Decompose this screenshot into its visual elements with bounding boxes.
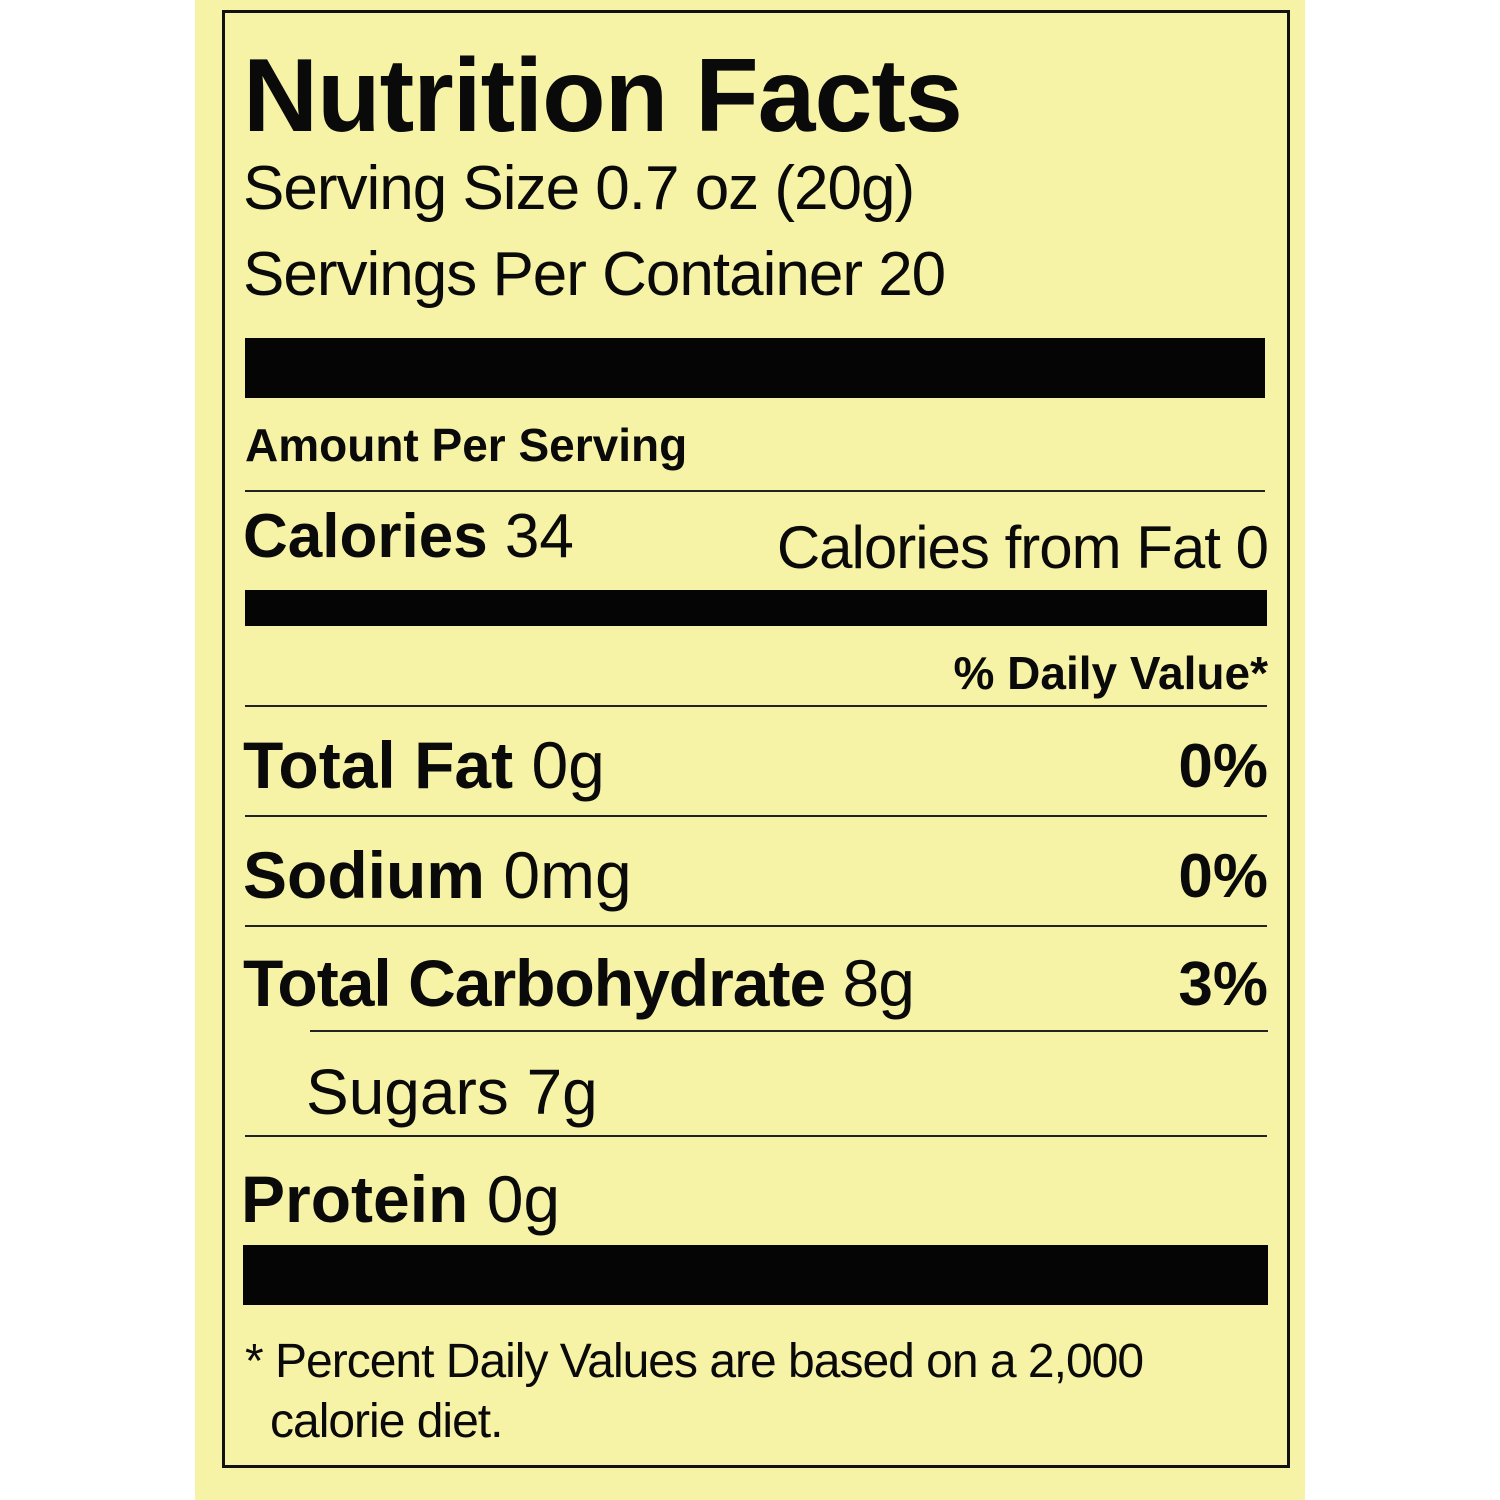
footnote-line-1: * Percent Daily Values are based on a 2,…	[245, 1335, 1144, 1388]
calories-label: Calories	[243, 502, 488, 571]
nutrient-amount: 0g	[486, 1162, 561, 1236]
nutrient-name: Total Carbohydrate	[243, 946, 826, 1020]
divider	[245, 1135, 1267, 1137]
divider	[310, 1030, 1268, 1032]
nutrient-row-sugars: Sugars 7g	[306, 1060, 598, 1124]
divider	[245, 705, 1267, 707]
thick-divider	[243, 1245, 1268, 1305]
nutrient-amount: 8g	[842, 946, 915, 1020]
calories-from-fat: Calories from Fat 0	[776, 514, 1269, 581]
serving-size: Serving Size 0.7 oz (20g)	[243, 154, 915, 223]
nutrient-row-total-fat: Total Fat 0g	[243, 732, 605, 798]
title: Nutrition Facts	[243, 38, 963, 154]
nutrient-amount: 0g	[531, 728, 605, 802]
daily-value-header: % Daily Value*	[953, 647, 1269, 699]
footnote-line-2: calorie diet.	[270, 1395, 503, 1448]
nutrient-name: Sodium	[243, 838, 485, 912]
nutrient-dv: 0%	[1178, 842, 1268, 911]
nutrient-name: Total Fat	[243, 728, 514, 802]
nutrient-dv: 3%	[1178, 950, 1268, 1019]
nutrient-amount: 7g	[526, 1056, 598, 1128]
divider	[245, 815, 1267, 817]
calories-value: 34	[504, 502, 574, 571]
nutrient-name: Protein	[241, 1162, 469, 1236]
nutrient-amount: 0mg	[503, 838, 632, 912]
amount-per-serving: Amount Per Serving	[245, 419, 688, 471]
servings-per-container: Servings Per Container 20	[243, 240, 946, 309]
thick-divider	[245, 338, 1265, 398]
calories-row: Calories 34	[243, 506, 574, 568]
label-border	[222, 10, 1290, 1468]
nutrient-row-sodium: Sodium 0mg	[243, 842, 632, 908]
nutrient-name: Sugars	[306, 1056, 509, 1128]
nutrient-row-total-carbohydrate: Total Carbohydrate 8g	[243, 950, 915, 1016]
medium-divider	[245, 590, 1267, 626]
nutrient-dv: 0%	[1178, 732, 1268, 801]
divider	[245, 925, 1267, 927]
nutrient-row-protein: Protein 0g	[241, 1166, 560, 1232]
divider	[245, 490, 1265, 492]
